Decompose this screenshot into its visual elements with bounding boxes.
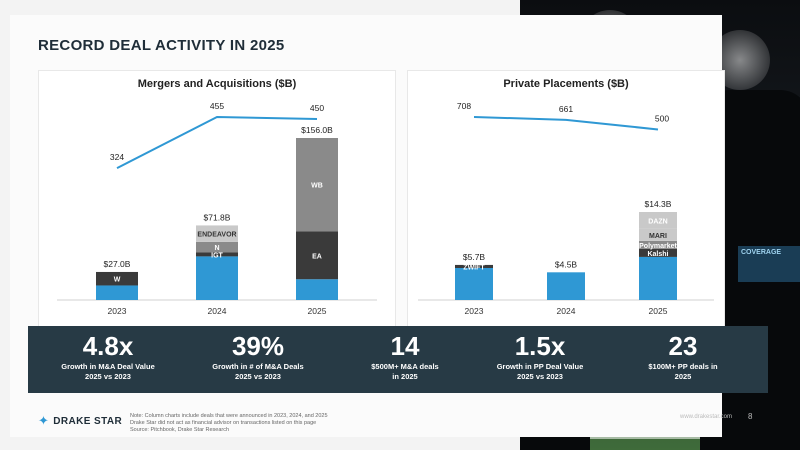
deal-logo: ZWIFT <box>463 264 485 271</box>
deal-logo: WB <box>311 183 323 190</box>
note-line: Drake Star did not act as financial advi… <box>130 420 317 426</box>
deal-logo: Kalshi <box>647 251 668 258</box>
bar-segment-big-deal-3 <box>196 225 238 242</box>
stat-pp-value-growth: 1.5x Growth in PP Deal Value 2025 vs 202… <box>480 330 600 382</box>
x-tick-label: 2023 <box>465 306 484 316</box>
bar-segment-big-deal-2 <box>296 138 338 232</box>
stat-ma-count-growth: 39% Growth in # of M&A Deals 2025 vs 202… <box>198 330 318 382</box>
bar-segment-value <box>547 272 585 300</box>
deal-count-line <box>473 116 659 131</box>
page-number: 8 <box>748 412 753 421</box>
bar-segment-value <box>96 285 138 300</box>
stat-label: $100M+ PP deals in <box>648 362 718 371</box>
slide-title: RECORD DEAL ACTIVITY IN 2025 <box>38 37 285 54</box>
stat-ma-value-growth: 4.8x Growth in M&A Deal Value 2025 vs 20… <box>48 330 168 382</box>
website-url[interactable]: www.drakestar.com <box>680 414 733 420</box>
pp-chart-title: Private Placements ($B) <box>503 78 629 90</box>
bar-segment-big-deal-2 <box>196 241 238 253</box>
deal-count-label: 500 <box>655 113 669 123</box>
x-tick-label: 2025 <box>649 306 668 316</box>
bar-segment-big-deal-2 <box>639 240 677 249</box>
deal-count-label: 455 <box>210 101 224 111</box>
stat-label: 2025 vs 2023 <box>235 372 281 381</box>
bar-total-label: $14.3B <box>645 199 672 209</box>
bar-total-label: $156.0B <box>301 125 333 135</box>
deal-logo: ENDEAVOR <box>197 232 236 239</box>
bar-segment-value <box>296 279 338 300</box>
bar-segment-value <box>196 256 238 300</box>
bar-segment-big-deal-1 <box>96 271 138 286</box>
deal-logo: W <box>114 277 121 284</box>
deal-logo: DAZN <box>648 218 667 225</box>
deal-count-label: 324 <box>110 152 124 162</box>
bar-segment-big-deal-1 <box>196 252 238 257</box>
bar-segment-big-deal-1 <box>455 264 493 268</box>
deal-logo: EA <box>312 253 322 260</box>
stat-label: 2025 vs 2023 <box>517 372 563 381</box>
deal-logo: N <box>214 245 219 252</box>
stat-value: 39% <box>231 331 285 361</box>
bar-total-label: $5.7B <box>463 252 486 262</box>
deal-count-label: 450 <box>310 103 324 113</box>
bar-segment-value <box>639 256 677 300</box>
bar-segment-big-deal-1 <box>639 248 677 257</box>
stat-large-pp-deals: 23 $100M+ PP deals in 2025 <box>628 330 738 382</box>
stats-band: 4.8x Growth in M&A Deal Value 2025 vs 20… <box>28 326 768 393</box>
stat-value: 4.8x <box>82 331 134 361</box>
stat-label: in 2025 <box>392 372 418 381</box>
bar-total-label: $27.0B <box>104 259 131 269</box>
bar-segment-value <box>455 268 493 300</box>
logo-text: DRAKE STAR <box>53 415 123 427</box>
x-tick-label: 2025 <box>308 306 327 316</box>
x-tick-label: 2024 <box>557 306 576 316</box>
bar-total-label: $4.5B <box>555 259 578 269</box>
drake-star-logo: ✦ DRAKE STAR <box>38 413 122 429</box>
stat-label: 2025 <box>674 372 692 381</box>
ma-chart-title: Mergers and Acquisitions ($B) <box>137 78 297 90</box>
deal-count-line <box>116 115 318 169</box>
deal-logo: MARI <box>649 233 667 240</box>
stat-label: Growth in # of M&A Deals <box>212 362 304 371</box>
coverage-banner: COVERAGE <box>738 246 800 282</box>
note-line: Note: Column charts include deals that w… <box>130 413 328 419</box>
note-line: Source: Pitchbook, Drake Star Research <box>130 427 230 433</box>
bar-total-label: $71.8B <box>204 212 231 222</box>
stat-value: 23 <box>668 331 698 361</box>
deal-logo: IGT <box>211 252 223 259</box>
deal-count-label: 708 <box>457 101 471 111</box>
x-tick-label: 2023 <box>108 306 127 316</box>
stat-value: 14 <box>390 331 420 361</box>
footnote: Note: Column charts include deals that w… <box>130 413 328 434</box>
deal-count-label: 661 <box>559 104 573 114</box>
stat-label: 2025 vs 2023 <box>85 372 131 381</box>
bar-segment-big-deal-3 <box>639 228 677 241</box>
stat-label: Growth in M&A Deal Value <box>61 362 155 371</box>
stat-large-ma-deals: 14 $500M+ M&A deals in 2025 <box>350 330 460 382</box>
bar-segment-big-deal-1 <box>296 231 338 280</box>
ma-chart-panel: Mergers and Acquisitions ($B) W $27.0B 202… <box>38 70 396 345</box>
stat-value: 1.5x <box>514 331 566 361</box>
pp-chart-panel: Private Placements ($B) ZWIFT $5.7B 2023 $4… <box>407 70 725 345</box>
x-tick-label: 2024 <box>208 306 227 316</box>
stat-label: $500M+ M&A deals <box>371 362 439 371</box>
deal-logo: Polymarket <box>639 243 677 250</box>
stat-label: Growth in PP Deal Value <box>496 362 584 371</box>
bar-segment-big-deal-4 <box>639 212 677 229</box>
star-icon: ✦ <box>38 413 50 428</box>
